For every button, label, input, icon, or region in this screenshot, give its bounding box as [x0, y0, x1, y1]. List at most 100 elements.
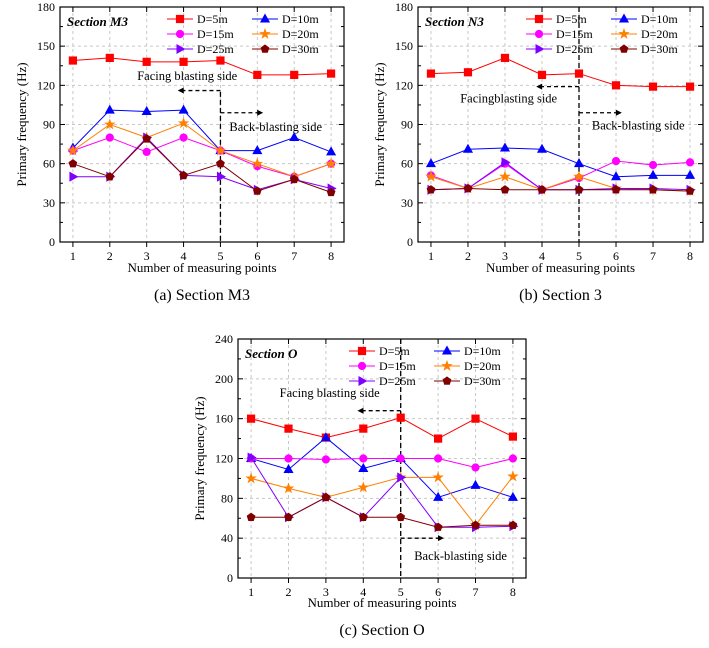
data-point: [508, 520, 518, 529]
legend-label: D=10m: [282, 12, 319, 26]
legend-label: D=5m: [379, 344, 410, 358]
data-point: [611, 156, 621, 166]
x-axis-label: Number of measuring points: [127, 260, 276, 275]
data-point: [246, 512, 256, 521]
legend-marker: [175, 29, 185, 39]
y-tick-label: 180: [395, 0, 413, 14]
legend-entry: D=20m: [252, 27, 319, 41]
legend-label: D=30m: [464, 374, 501, 388]
legend-label: D=20m: [464, 359, 501, 373]
legend-entry: D=10m: [252, 12, 319, 26]
data-point: [508, 432, 518, 441]
chart-panel-b: 0 30 60 90 120 150 180 1 2 3 4 5 6 7 8 Number of measur…: [372, 0, 704, 304]
back-side-label: Back-blasting side: [592, 119, 685, 133]
data-point: [359, 424, 368, 433]
data-point: [463, 183, 473, 193]
data-point: [179, 133, 188, 142]
legend-label: D=10m: [641, 12, 678, 26]
data-point: [499, 142, 511, 152]
data-point: [326, 69, 336, 78]
y-axis-label: Primary frequency (Hz): [192, 396, 207, 520]
data-point: [426, 185, 436, 194]
data-point: [471, 414, 480, 423]
legend-entry: D=15m: [349, 359, 416, 373]
data-point: [284, 424, 293, 433]
y-tick-label: 240: [215, 332, 233, 346]
facing-arrow-head: [536, 83, 543, 90]
data-point: [251, 157, 264, 169]
series-d-30m: [426, 183, 695, 195]
data-point: [574, 185, 584, 194]
y-axis-label: Primary frequency (Hz): [14, 62, 29, 186]
legend-label: D=20m: [282, 27, 319, 41]
back-arrow-head: [257, 109, 264, 116]
data-point: [573, 158, 585, 168]
x-tick-label: 4: [181, 249, 187, 263]
data-point: [471, 520, 480, 529]
legend-entry: D=25m: [526, 42, 593, 56]
legend-entry: D=30m: [252, 42, 319, 56]
x-tick-label: 8: [328, 249, 334, 263]
data-point: [507, 491, 518, 501]
x-tick-label: 2: [465, 249, 471, 263]
legend-marker: [441, 360, 453, 371]
data-point: [321, 492, 331, 502]
data-point: [252, 186, 262, 195]
data-point: [434, 454, 443, 463]
x-tick-label: 7: [650, 249, 656, 263]
data-point: [647, 169, 659, 179]
data-point: [396, 413, 405, 422]
data-point: [282, 482, 295, 494]
legend-entry: D=10m: [434, 344, 501, 358]
data-point: [425, 158, 437, 168]
series-d-5m: [68, 53, 336, 79]
x-tick-label: 2: [107, 249, 113, 263]
legend-entry: D=10m: [611, 12, 678, 26]
y-tick-label: 0: [407, 235, 413, 249]
data-point: [537, 185, 547, 194]
y-tick-label: 160: [215, 412, 233, 426]
x-tick-label: 1: [428, 249, 434, 263]
legend-entry: D=5m: [349, 344, 410, 358]
legend-marker: [534, 29, 544, 39]
series-line: [251, 458, 514, 468]
y-tick-label: 60: [43, 157, 55, 171]
series-line: [430, 57, 691, 88]
y-tick-label: 120: [395, 78, 413, 92]
data-point: [685, 82, 695, 91]
data-point: [425, 170, 437, 182]
series-line: [250, 476, 514, 527]
data-point: [433, 491, 444, 501]
panel-caption: (c) Section O: [339, 622, 424, 639]
back-arrow-head: [615, 109, 622, 116]
legend-entry: D=25m: [349, 374, 416, 388]
data-point: [290, 70, 299, 79]
x-tick-label: 3: [323, 585, 329, 599]
series-d-5m: [426, 53, 695, 91]
data-point: [284, 512, 293, 521]
data-point: [611, 185, 621, 194]
data-point: [500, 185, 510, 194]
y-tick-label: 120: [215, 452, 233, 466]
data-point: [499, 170, 511, 182]
data-point: [68, 159, 78, 168]
panel-title: Section M3: [67, 14, 129, 29]
x-tick-label: 5: [217, 249, 223, 263]
y-tick-label: 90: [43, 118, 55, 132]
y-tick-label: 60: [401, 157, 413, 171]
legend-marker: [357, 346, 367, 356]
y-tick-label: 90: [401, 118, 413, 132]
series-line: [72, 57, 332, 76]
x-tick-label: 3: [502, 249, 508, 263]
x-tick-label: 6: [613, 249, 619, 263]
data-point: [252, 145, 263, 155]
data-point: [463, 68, 473, 77]
data-point: [507, 470, 519, 482]
data-point: [246, 414, 256, 423]
legend-entry: D=15m: [526, 27, 593, 41]
data-point: [325, 157, 337, 169]
data-point: [69, 171, 79, 182]
data-point: [358, 512, 368, 521]
back-side-label: Back-blasting side: [229, 120, 322, 134]
